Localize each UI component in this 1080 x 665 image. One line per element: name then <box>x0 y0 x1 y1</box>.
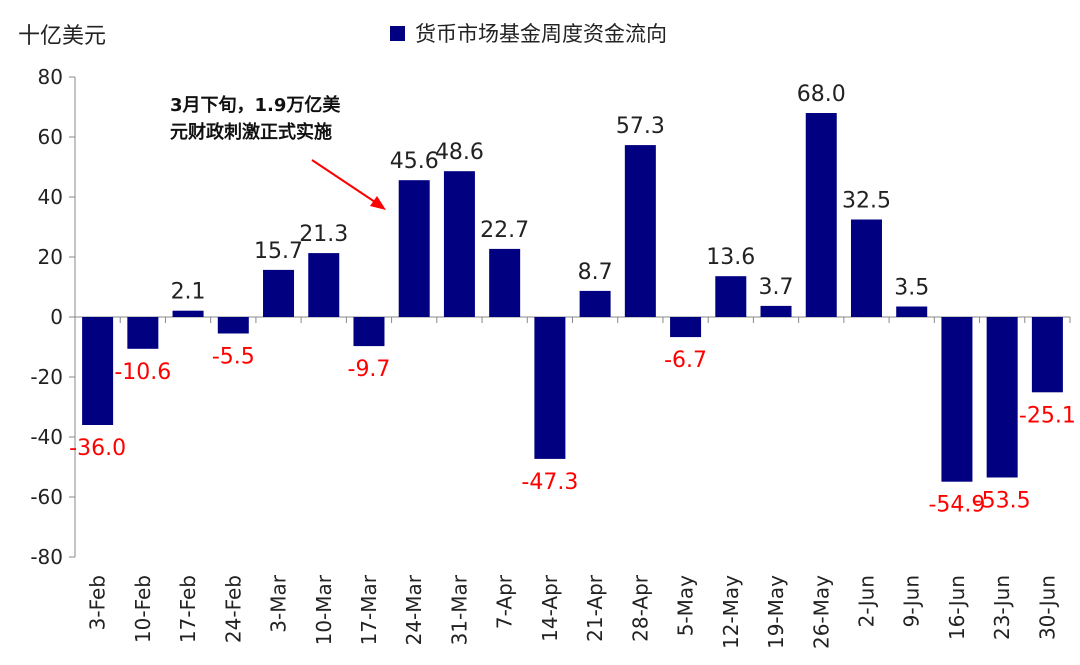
y-tick-label: -80 <box>30 545 63 569</box>
bar <box>670 317 702 338</box>
x-tick-label: 30-Jun <box>1035 575 1059 640</box>
bar <box>398 180 430 317</box>
arrow-line <box>311 159 379 205</box>
data-label: -53.5 <box>974 489 1031 514</box>
bar <box>172 310 204 317</box>
bar <box>850 219 882 317</box>
data-label: 8.7 <box>578 260 613 285</box>
bar <box>489 248 521 317</box>
data-label: -9.7 <box>348 357 391 382</box>
x-tick-label: 5-May <box>674 575 698 636</box>
x-tick-label: 23-Jun <box>990 575 1014 640</box>
bar <box>805 113 837 317</box>
x-tick-label: 16-Jun <box>945 575 969 640</box>
y-tick-label: -40 <box>30 425 63 449</box>
data-labels: -36.0 -10.6 2.1 -5.5 15.721.3 -9.7 45.648.6 22.… <box>69 82 1076 518</box>
x-tick-label: 10-Mar <box>312 574 336 645</box>
y-tick-label: -60 <box>30 485 63 509</box>
data-label: 68.0 <box>797 82 846 107</box>
annotation-line-1: 3月下旬，1.9万亿美 <box>170 95 341 116</box>
y-tick-label: 80 <box>38 65 63 89</box>
y-tick-label: 60 <box>38 125 63 149</box>
data-label: -47.3 <box>521 470 578 495</box>
bar <box>896 306 928 317</box>
legend: 货币市场基金周度资金流向 <box>390 18 667 48</box>
x-tick-label: 26-May <box>809 575 833 649</box>
x-tick-label: 9-Jun <box>900 575 924 627</box>
x-tick-label: 10-Feb <box>131 575 155 643</box>
annotation-text: 3月下旬，1.9万亿美 元财政刺激正式实施 <box>170 92 340 146</box>
bar <box>715 276 747 317</box>
x-tick-label: 7-Apr <box>493 574 517 629</box>
bar <box>941 317 973 482</box>
data-label: -36.0 <box>69 436 126 461</box>
bar <box>1031 317 1063 393</box>
x-tick-label: 31-Mar <box>447 574 471 645</box>
x-tick-label: 3-Mar <box>267 574 291 632</box>
data-label: 48.6 <box>435 140 484 165</box>
bar <box>217 317 249 334</box>
data-label: 32.5 <box>842 189 891 214</box>
bar <box>579 290 611 317</box>
y-axis-label: 十亿美元 <box>18 24 107 49</box>
data-label: -6.7 <box>664 348 707 373</box>
y-tick-label: -20 <box>30 365 63 389</box>
y-tick-label: 20 <box>38 245 63 269</box>
data-label: 22.7 <box>480 218 529 243</box>
data-label: 3.5 <box>894 276 929 301</box>
data-label: 2.1 <box>171 280 206 305</box>
x-tick-label: 19-May <box>764 575 788 649</box>
bar <box>443 171 475 317</box>
data-label: 45.6 <box>390 149 439 174</box>
annotation-line-2: 元财政刺激正式实施 <box>170 122 332 143</box>
x-tick-label: 12-May <box>719 575 743 649</box>
bar <box>624 145 656 317</box>
x-tick-label: 2-Jun <box>854 575 878 627</box>
data-label: 13.6 <box>706 245 755 270</box>
annotation-arrow <box>311 159 386 210</box>
y-tick-label: 0 <box>50 305 63 329</box>
data-label: 15.7 <box>254 239 303 264</box>
legend-swatch <box>390 25 405 41</box>
bar <box>353 317 385 347</box>
data-label: 57.3 <box>616 114 665 139</box>
bar <box>82 317 114 425</box>
bar <box>263 269 295 317</box>
bar <box>534 317 566 459</box>
bar <box>127 317 159 349</box>
y-tick-label: 40 <box>38 185 63 209</box>
x-tick-label: 17-Mar <box>357 574 381 645</box>
x-tick-label: 24-Feb <box>221 575 245 643</box>
x-tick-labels: 3-Feb 10-Feb 17-Feb 24-Feb 3-Mar 10-Mar 17-Mar… <box>86 574 1060 649</box>
legend-label: 货币市场基金周度资金流向 <box>415 22 667 46</box>
data-label: 21.3 <box>299 222 348 247</box>
bars <box>82 113 1063 482</box>
bar <box>308 253 340 317</box>
x-tick-label: 14-Apr <box>538 574 562 642</box>
x-tick-label: 24-Mar <box>402 574 426 645</box>
y-tick-labels: 80 60 40 20 0 -20 -40 -60 -80 <box>30 65 63 569</box>
x-tick-label: 17-Feb <box>176 575 200 643</box>
data-label: -25.1 <box>1019 403 1076 428</box>
bar <box>760 305 792 317</box>
x-tick-label: 3-Feb <box>86 575 110 630</box>
data-label: -54.9 <box>928 493 985 518</box>
data-label: 3.7 <box>759 275 794 300</box>
arrow-head <box>370 196 386 210</box>
data-label: -10.6 <box>114 360 171 385</box>
data-label: -5.5 <box>212 345 255 370</box>
x-tick-label: 28-Apr <box>628 574 652 642</box>
bar <box>986 317 1018 478</box>
x-tick-label: 21-Apr <box>583 574 607 642</box>
